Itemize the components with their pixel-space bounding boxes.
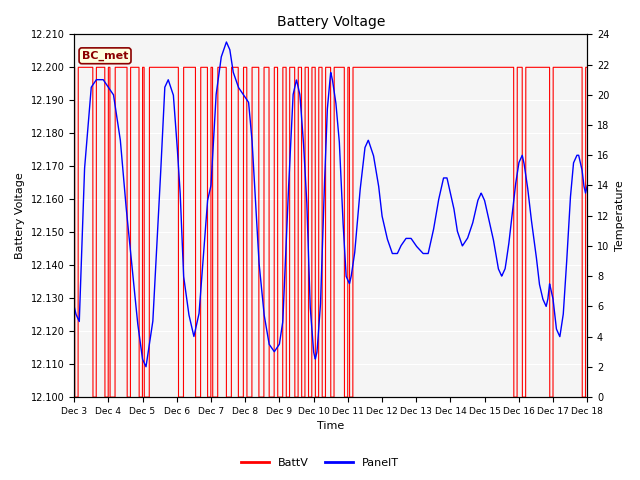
X-axis label: Time: Time: [317, 421, 344, 432]
Text: BC_met: BC_met: [82, 51, 128, 61]
Title: Battery Voltage: Battery Voltage: [276, 15, 385, 29]
Y-axis label: Temperature: Temperature: [615, 180, 625, 251]
Y-axis label: Battery Voltage: Battery Voltage: [15, 172, 25, 259]
Legend: BattV, PanelT: BattV, PanelT: [237, 453, 403, 472]
